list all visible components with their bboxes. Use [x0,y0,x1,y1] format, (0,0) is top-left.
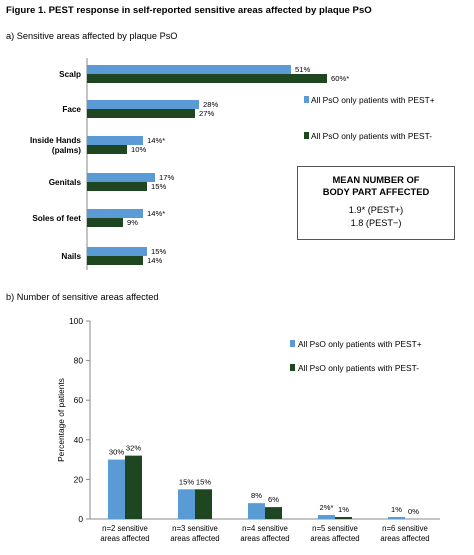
panel-a-bar-pest-minus [87,74,327,83]
box-pest-plus-mean: 1.9* (PEST+) [348,205,404,215]
panel-b-data-label: 2%* [320,503,334,512]
panel-b-bar-pest-minus [125,455,142,519]
panel-a-title: a) Sensitive areas affected by plaque Ps… [6,31,178,41]
panel-b-data-label: 0% [408,507,419,516]
panel-a-data-label: 28% [203,100,218,109]
panel-b-bar-pest-minus [195,489,212,519]
panel-a-bar-pest-minus [87,182,147,191]
panel-a-data-label: 51% [295,65,310,74]
panel-b-category-label: areas affected [100,534,149,543]
panel-b-category-label: n=5 sensitive [312,524,358,533]
panel-b-y-tick-label: 40 [74,435,84,445]
panel-b-bar-pest-minus [265,507,282,519]
panel-b-title: b) Number of sensitive areas affected [6,292,159,302]
panel-a-legend-label: All PsO only patients with PEST+ [311,95,435,105]
panel-a-data-label: 9% [127,218,138,227]
panel-b-category-label: areas affected [170,534,219,543]
panel-b-category-label: n=6 sensitive [382,524,428,533]
panel-b-data-label: 1% [391,505,402,514]
panel-b-data-label: 15% [196,477,211,486]
panel-a-bar-pest-plus [87,247,147,256]
panel-b-data-label: 1% [338,505,349,514]
panel-a-data-label: 14%* [147,209,165,218]
panel-a-bar-pest-plus [87,100,199,109]
panel-b-bar-pest-plus [248,503,265,519]
panel-a-category-label: Inside Hands [30,136,81,145]
panel-a-category-label: Scalp [59,70,81,79]
panel-a-bar-pest-minus [87,256,143,265]
panel-a-bar-pest-minus [87,145,127,154]
panel-b-legend-swatch-pest-minus [290,364,295,371]
panel-b-data-label: 32% [126,444,141,453]
panel-b-category-label: n=2 sensitive [102,524,148,533]
panel-a-legend-swatch-pest-plus [304,96,309,103]
panel-a-category-label: Face [62,105,81,114]
panel-a-legend-label: All PsO only patients with PEST- [311,131,432,141]
panel-b-category-label: areas affected [380,534,429,543]
panel-a-data-label: 27% [199,109,214,118]
panel-b-data-label: 8% [251,491,262,500]
panel-b-y-tick-label: 20 [74,474,84,484]
panel-b-data-label: 30% [109,448,124,457]
panel-b-legend-label: All PsO only patients with PEST+ [298,339,422,349]
panel-a-category-label: Genitals [49,178,82,187]
mean-body-part-box: MEAN NUMBER OF BODY PART AFFECTED 1.9* (… [297,166,455,240]
panel-a-legend-swatch-pest-minus [304,132,309,139]
panel-b-bar-pest-plus [178,489,195,519]
box-title-line-2: BODY PART AFFECTED [322,186,430,197]
panel-b-bar-pest-plus [318,515,335,519]
panel-a-bar-pest-minus [87,218,123,227]
panel-a-category-label: Soles of feet [32,214,81,223]
box-title-line-1: MEAN NUMBER OF [332,174,420,185]
panel-a-data-label: 10% [131,145,146,154]
panel-b-legend-swatch-pest-plus [290,340,295,347]
panel-a-bar-pest-plus [87,173,155,182]
panel-a-bar-pest-plus [87,136,143,145]
box-pest-minus-mean: 1.8 (PEST−) [350,217,402,228]
panel-a-bar-pest-plus [87,65,291,74]
panel-a-data-label: 14%* [147,136,165,145]
panel-b-data-label: 15% [179,477,194,486]
panel-b-bar-pest-plus [388,517,405,519]
panel-b-category-label: n=3 sensitive [172,524,218,533]
panel-b-bar-pest-plus [108,459,125,519]
panel-b-category-label: n=4 sensitive [242,524,288,533]
panel-a-data-label: 17% [159,173,174,182]
panel-b-category-label: areas affected [310,534,359,543]
panel-a-category-label: Nails [61,252,81,261]
panel-a-data-label: 15% [151,247,166,256]
panel-b-y-tick-label: 100 [69,316,83,326]
figure-title: Figure 1. PEST response in self-reported… [6,5,372,16]
panel-b-legend-label: All PsO only patients with PEST- [298,363,419,373]
panel-b-data-label: 6% [268,495,279,504]
panel-b-y-tick-label: 0 [78,514,83,524]
panel-b-y-axis-title: Percentage of patients [56,378,66,462]
panel-b-bar-pest-minus [335,517,352,519]
panel-a-data-label: 15% [151,182,166,191]
panel-a-bar-pest-plus [87,209,143,218]
panel-b-category-label: areas affected [240,534,289,543]
panel-a-bar-pest-minus [87,109,195,118]
panel-a-data-label: 14% [147,256,162,265]
panel-b-y-tick-label: 80 [74,356,84,366]
panel-a-category-label: (palms) [52,146,81,155]
panel-a-data-label: 60%* [331,74,349,83]
panel-b-y-tick-label: 60 [74,395,84,405]
